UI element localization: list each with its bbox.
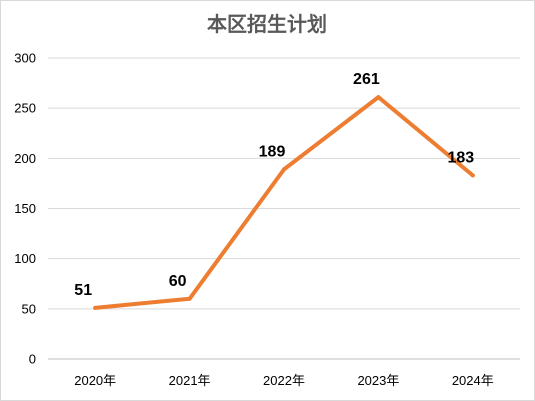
chart-title: 本区招生计划 bbox=[207, 12, 327, 36]
data-point bbox=[376, 95, 381, 100]
x-tick-label: 2023年 bbox=[357, 373, 399, 388]
y-tick-label: 0 bbox=[29, 352, 36, 367]
y-tick-label: 300 bbox=[14, 51, 36, 66]
x-tick-label: 2022年 bbox=[263, 373, 305, 388]
data-point bbox=[282, 167, 286, 172]
y-tick-label: 50 bbox=[22, 301, 36, 316]
y-axis-ticks: 0 50 100 150 200 250 300 bbox=[14, 51, 36, 367]
x-tick-label: 2020年 bbox=[74, 373, 116, 388]
series-group bbox=[93, 95, 475, 310]
series-line bbox=[93, 95, 475, 310]
x-axis-ticks: 2020年 2021年 2022年 2023年 2024年 bbox=[74, 373, 494, 388]
y-tick-label: 100 bbox=[14, 251, 36, 266]
data-label: 51 bbox=[74, 282, 92, 299]
data-label: 189 bbox=[259, 143, 286, 160]
y-tick-label: 150 bbox=[14, 201, 36, 216]
x-tick-label: 2021年 bbox=[169, 373, 211, 388]
data-label: 183 bbox=[447, 149, 474, 166]
data-label: 60 bbox=[169, 273, 187, 290]
y-tick-label: 250 bbox=[14, 101, 36, 116]
gridlines bbox=[48, 57, 520, 360]
data-label: 261 bbox=[353, 71, 380, 88]
x-tick-label: 2024年 bbox=[452, 373, 494, 388]
data-point bbox=[187, 296, 192, 301]
data-point bbox=[93, 305, 98, 310]
data-labels: 51 60 189 261 183 bbox=[74, 71, 474, 299]
y-tick-label: 200 bbox=[14, 151, 36, 166]
data-point bbox=[470, 173, 475, 178]
